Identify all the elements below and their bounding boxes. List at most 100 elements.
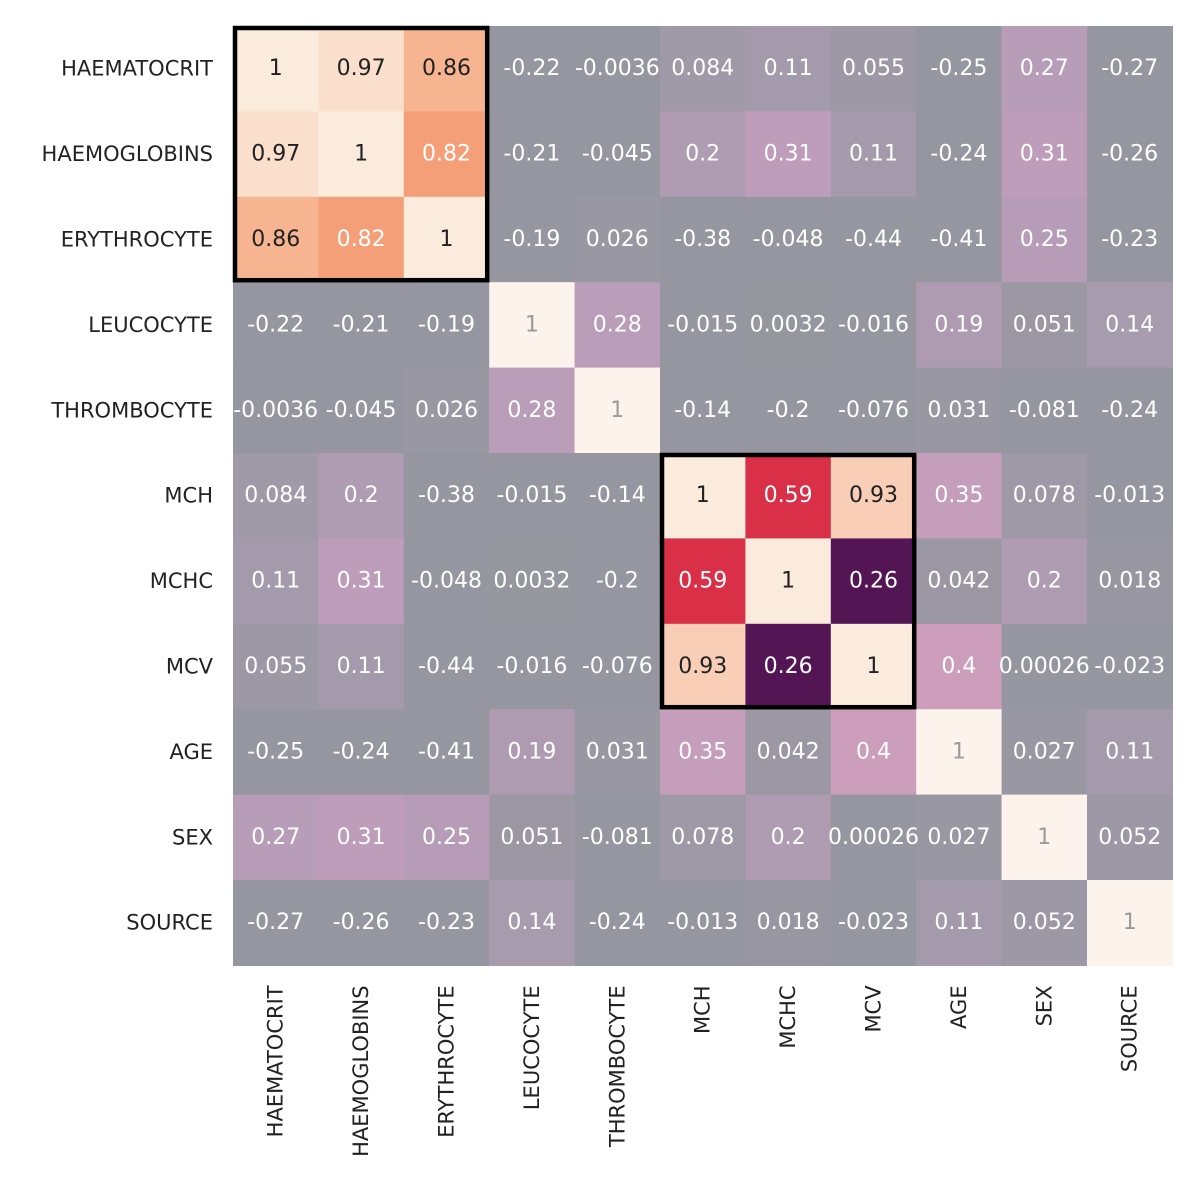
heatmap-cell: [660, 880, 746, 966]
row-tick-label: MCHC: [150, 569, 213, 593]
heatmap-cell: [403, 623, 490, 710]
cell-value-label: 1: [1123, 910, 1137, 935]
cell-value-label: -0.045: [326, 398, 397, 423]
heatmap-cell: [660, 111, 746, 198]
heatmap-cell: [916, 196, 1003, 283]
column-tick-label: MCV: [862, 985, 886, 1033]
heatmap-cell: [574, 111, 661, 198]
heatmap-cell: [1087, 623, 1173, 710]
cell-value-label: 0.31: [337, 825, 386, 850]
column-tick-label: SOURCE: [1118, 985, 1142, 1072]
cell-value-label: 0.026: [415, 398, 478, 423]
heatmap-cell: [660, 538, 746, 625]
heatmap-cell: [318, 26, 405, 112]
cell-value-label: 0.078: [671, 825, 734, 850]
row-tick-labels: HAEMATOCRIT HAEMOGLOBINS ERYTHROCYTE LEUCOC…: [42, 57, 214, 935]
heatmap-cell: [233, 880, 319, 966]
cell-value-label: -0.023: [838, 910, 909, 935]
heatmap-cell: [1087, 282, 1173, 369]
cell-value-label: 0.59: [764, 483, 813, 508]
cell-value-label: -0.013: [1094, 483, 1165, 508]
cell-value-label: 0.2: [1027, 569, 1062, 594]
heatmap-cell: [745, 709, 832, 796]
row-tick-label: SOURCE: [126, 911, 213, 935]
heatmap-cell: [403, 880, 490, 966]
cell-value-label: 0.19: [507, 739, 556, 764]
heatmap-cell: [745, 453, 832, 539]
heatmap-cell: [574, 453, 661, 539]
cell-value-label: 0.042: [927, 569, 990, 594]
heatmap-cell: [745, 282, 832, 369]
cell-value-label: -0.076: [582, 654, 653, 679]
heatmap-cell: [745, 111, 832, 198]
cell-value-label: 0.00026: [999, 654, 1090, 679]
row-tick-label: ERYTHROCYTE: [61, 228, 213, 252]
cell-value-label: 1: [525, 312, 539, 337]
heatmap-cell: [1087, 196, 1173, 283]
cell-value-label: 0.0032: [750, 312, 827, 337]
cell-value-label: -0.023: [1094, 654, 1165, 679]
heatmap-cell: [489, 709, 576, 796]
heatmap-cell: [660, 367, 746, 454]
cell-value-label: 0.4: [856, 739, 891, 764]
heatmap-cell: [574, 282, 661, 369]
cell-value-label: -0.048: [411, 569, 482, 594]
heatmap-cell: [660, 623, 746, 710]
cell-value-label: -0.41: [930, 227, 987, 252]
heatmap-cell: [1087, 26, 1173, 112]
heatmap-cell: [1001, 367, 1088, 454]
heatmap-cell: [1001, 538, 1088, 625]
cell-value-label: -0.2: [596, 569, 639, 594]
heatmap-cell: [233, 794, 319, 881]
heatmap-cell: [1087, 709, 1173, 796]
heatmap-cell: [745, 196, 832, 283]
cell-value-label: 0.14: [507, 910, 556, 935]
cell-value-label: 0.14: [1105, 312, 1154, 337]
heatmap-cell: [489, 367, 576, 454]
cell-value-label: 0.11: [1105, 739, 1154, 764]
heatmap-cell: [318, 709, 405, 796]
heatmap-cell: [745, 623, 832, 710]
heatmap-cell: [916, 538, 1003, 625]
heatmap-cell: [1087, 367, 1173, 454]
heatmap-cell: [403, 196, 490, 283]
heatmap-cell: [1001, 709, 1088, 796]
column-tick-label: ERYTHROCYTE: [435, 985, 459, 1137]
cell-value-label: 0.97: [251, 142, 300, 167]
heatmap-cell: [403, 111, 490, 198]
cell-value-label: 1: [696, 483, 710, 508]
cell-value-label: 0.97: [337, 56, 386, 81]
cell-value-label: 0.4: [941, 654, 976, 679]
cell-value-label: 0.27: [251, 825, 300, 850]
heatmap-cell: [830, 26, 917, 112]
heatmap-cell: [489, 880, 576, 966]
row-tick-label: AGE: [169, 740, 213, 764]
cell-value-label: 0.82: [422, 142, 471, 167]
heatmap-cell: [403, 367, 490, 454]
cell-value-label: 0.00026: [828, 825, 919, 850]
heatmap-cell: [660, 709, 746, 796]
heatmap-cell: [574, 26, 661, 112]
cell-value-label: 1: [952, 739, 966, 764]
column-tick-label: HAEMATOCRIT: [264, 985, 288, 1137]
heatmap-cell: [830, 367, 917, 454]
cell-value-label: 0.11: [337, 654, 386, 679]
heatmap-cell: [233, 367, 319, 454]
cell-value-label: -0.0036: [575, 56, 660, 81]
cell-value-label: 0.051: [1013, 312, 1076, 337]
cell-value-label: -0.22: [247, 312, 304, 337]
column-tick-label: MCH: [691, 985, 715, 1034]
cell-value-label: 0.93: [849, 483, 898, 508]
heatmap-cell: [916, 282, 1003, 369]
heatmap-cell-labels: 1 0.97 0.86 -0.22 -0.0036 0.084 0.11 0.055 -0.25…: [233, 56, 1165, 935]
column-tick-label: MCHC: [776, 985, 800, 1048]
row-tick-label: LEUCOCYTE: [88, 313, 213, 337]
heatmap-cell: [574, 538, 661, 625]
heatmap-cell: [318, 538, 405, 625]
cell-value-label: -0.19: [418, 312, 475, 337]
heatmap-cell: [830, 453, 917, 539]
heatmap-cell: [745, 26, 832, 112]
heatmap-cell: [318, 794, 405, 881]
heatmap-cell: [916, 367, 1003, 454]
cell-value-label: -0.0036: [233, 398, 318, 423]
